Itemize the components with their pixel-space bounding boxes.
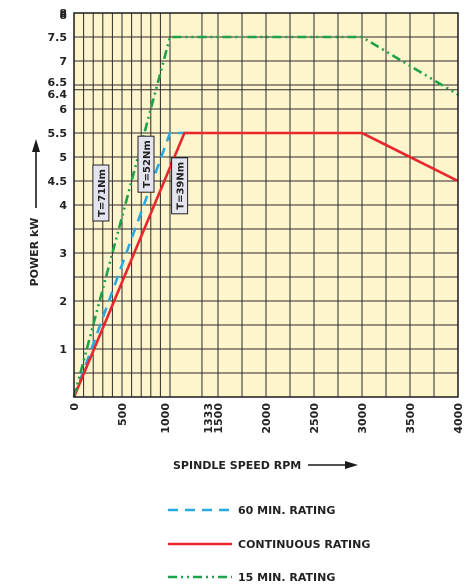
x-axis-arrow [308, 461, 358, 469]
x-tick-label: 3500 [404, 403, 417, 434]
x-tick-label: 3000 [356, 403, 369, 434]
x-axis-title: SPINDLE SPEED RPM [173, 459, 301, 472]
x-tick-label: 4000 [452, 403, 465, 434]
y-tick-label: 7 [59, 55, 67, 68]
legend-label: 60 MIN. RATING [238, 504, 335, 517]
plot-frame [73, 12, 459, 398]
torque-label-box [171, 157, 189, 215]
x-tick-label: 1500 [212, 403, 225, 434]
legend-label: 15 MIN. RATING [238, 571, 335, 584]
torque-label-text: T=71Nm [97, 169, 108, 217]
torque-label: T=71Nm [92, 164, 110, 222]
y-axis-title: POWER kW [28, 218, 41, 287]
torque-label-text: T=39Nm [176, 162, 187, 210]
series-line [72, 131, 190, 398]
torque-label-box [92, 164, 110, 222]
y-tick-label: 4.5 [48, 175, 68, 188]
y-axis-arrow [32, 139, 40, 208]
torque-label-box [137, 135, 155, 193]
torque-label: T=39Nm [171, 157, 189, 215]
y-tick-label: 6.4 [48, 88, 68, 101]
torque-label: T=52Nm [137, 135, 155, 193]
y-tick-label: 6 [59, 103, 67, 116]
x-tick-label: 2500 [308, 403, 321, 434]
y-tick-label: 5 [59, 151, 67, 164]
y-tick-label: 2 [59, 295, 67, 308]
y-tick-label: 3 [59, 247, 67, 260]
y-tick-label: 1 [59, 343, 67, 356]
y-tick-label: 7.5 [48, 31, 68, 44]
torque-label-text: T=52Nm [142, 140, 153, 188]
y-tick-label: 8 [59, 9, 67, 22]
y-tick-label: 8 [59, 7, 67, 20]
y-tick-label: 6.5 [48, 76, 68, 89]
y-tick-label: 4 [59, 199, 67, 212]
x-tick-label: 0 [68, 403, 81, 411]
series-lines [72, 35, 459, 398]
x-tick-label: 2000 [260, 403, 273, 434]
x-tick-label: 1000 [159, 403, 172, 434]
x-tick-label: 1333 [202, 403, 215, 434]
legend: 60 MIN. RATING CONTINUOUS RATING 15 MIN. R… [168, 504, 370, 584]
torque-annotations: T=71Nm T=52Nm T=39Nm [92, 135, 189, 222]
series-line [72, 131, 459, 398]
series-line [72, 35, 459, 398]
y-tick-label: 5.5 [48, 127, 68, 140]
legend-label: CONTINUOUS RATING [238, 538, 370, 551]
x-tick-label: 500 [116, 403, 129, 426]
